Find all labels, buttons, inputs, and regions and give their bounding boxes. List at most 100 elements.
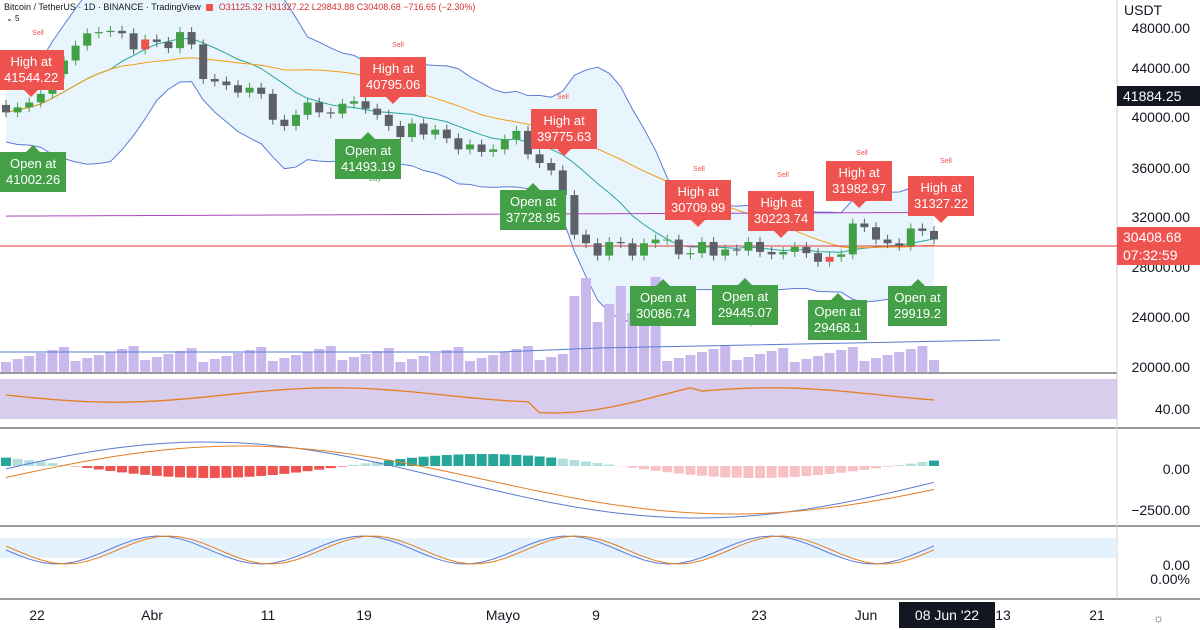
macd-histogram-bar [917, 462, 928, 466]
candle-body [930, 230, 938, 240]
macd-histogram-bar [673, 466, 684, 474]
volume-bar [128, 346, 139, 372]
open-annotation: Open at 41002.26 [0, 145, 67, 192]
volume-bar [569, 296, 580, 372]
candle-body [651, 239, 660, 244]
candle-body [2, 104, 10, 113]
volume-bar [801, 359, 812, 372]
open-annotation: Open at 29919.2 [888, 279, 947, 326]
candle-body [280, 119, 289, 126]
candle-body [547, 162, 556, 171]
volume-bar [894, 352, 905, 372]
macd-histogram-bar [511, 454, 522, 466]
macd-histogram-bar [12, 458, 23, 466]
y-tick: 48000.00 [1131, 20, 1190, 36]
volume-bar [221, 356, 232, 372]
candle-body [118, 30, 126, 34]
candle-body [814, 253, 822, 262]
volume-bar [337, 360, 348, 372]
macd-histogram-bar [360, 463, 371, 466]
macd-histogram-bar [557, 458, 568, 466]
volume-bar [1, 362, 11, 372]
sell-signal: Sell [940, 158, 952, 165]
volume-bar [511, 349, 522, 372]
candle-body [129, 33, 138, 50]
macd-histogram-bar [209, 466, 220, 478]
candle-body [384, 114, 393, 126]
stoch-band [0, 538, 1117, 558]
candle-body [663, 239, 672, 241]
sell-signal: Sell [557, 94, 569, 101]
candle-body [906, 228, 915, 246]
candle-body [628, 243, 637, 256]
candle-body [257, 87, 266, 94]
macd-histogram-bar [256, 466, 267, 476]
volume-bar [836, 350, 847, 372]
sell-signal: Sell [777, 172, 789, 179]
candle-body [164, 41, 173, 49]
candle-body [199, 44, 208, 80]
macd-histogram-bar [93, 466, 104, 470]
stoch-tick: 0.00 [1162, 557, 1190, 573]
candle-body [94, 32, 103, 34]
high-annotation: High at 39775.63 [531, 109, 598, 156]
candle-body [535, 154, 544, 163]
open-annotation: Open at 29468.1 [808, 293, 867, 340]
macd-histogram-bar [349, 464, 359, 466]
candle-body [732, 249, 741, 251]
macd-histogram-bar [221, 466, 232, 478]
candle-body [315, 102, 324, 113]
candle-body [790, 246, 799, 252]
volume-bar [708, 349, 719, 372]
high-annotation: High at 40795.06 [360, 57, 427, 104]
gear-icon[interactable]: ☼ [1153, 611, 1164, 625]
indicator-legend[interactable]: ⌄ 5 [6, 14, 20, 23]
top-price-tag: 41884.25 [1117, 86, 1200, 106]
macd-histogram-bar [418, 456, 429, 466]
x-tick: 23 [751, 607, 767, 623]
macd-histogram-bar [430, 455, 441, 466]
volume-bar [279, 358, 290, 372]
candle-body [837, 254, 846, 257]
volume-bar [604, 304, 615, 372]
volume-bar [499, 352, 510, 372]
volume-bar [163, 354, 174, 372]
candle-body [744, 242, 753, 251]
macd-histogram-bar [151, 466, 162, 476]
candle-body [36, 93, 45, 103]
volume-bar [151, 357, 162, 372]
candle-body [13, 107, 22, 113]
bb-lower [5, 81, 935, 323]
volume-bar [847, 347, 858, 372]
candle-body [848, 223, 857, 255]
x-tick: Mayo [485, 607, 521, 623]
macd-histogram-bar [592, 462, 603, 466]
volume-bar [325, 346, 336, 372]
volume-bar [755, 354, 765, 372]
stoch-d-line [5, 535, 935, 565]
volume-bar [662, 361, 673, 372]
candle-body [918, 228, 927, 231]
volume-bar [546, 357, 557, 372]
candle-body [640, 243, 648, 256]
candle-body [350, 101, 358, 104]
volume-bar [430, 353, 441, 372]
volume-bar [557, 354, 568, 372]
open-annotation: Open at 41493.19 [335, 132, 402, 179]
macd-histogram-bar [24, 460, 35, 466]
candle-body [141, 39, 150, 50]
volume-bar [766, 351, 777, 372]
candle-body [268, 93, 277, 120]
candle-body [210, 79, 219, 82]
macd-histogram-bar [105, 466, 116, 471]
date-badge: 08 Jun '22 [899, 602, 995, 628]
volume-bar [523, 346, 533, 372]
volume-bar [453, 347, 464, 372]
macd-histogram-bar [337, 466, 348, 467]
bb-mid [5, 38, 935, 253]
candle-body [25, 102, 34, 108]
currency-label[interactable]: USDT [1124, 2, 1163, 18]
volume-bar [12, 359, 23, 372]
volume-bar [198, 362, 209, 372]
